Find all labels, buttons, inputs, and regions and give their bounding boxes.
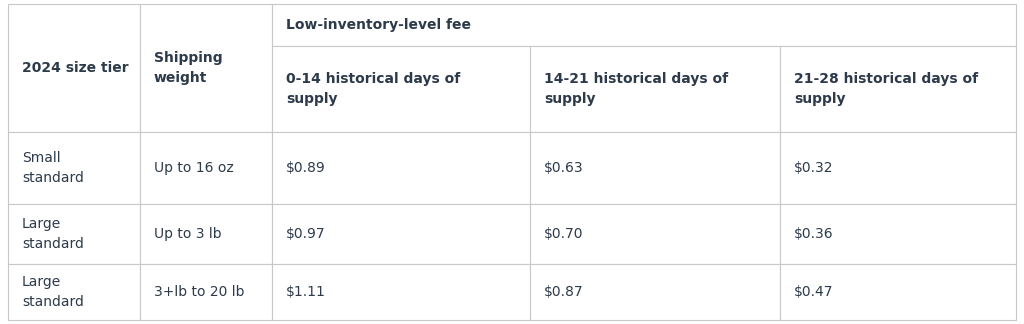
Text: Low-inventory-level fee: Low-inventory-level fee: [286, 18, 471, 32]
Bar: [140, 132, 272, 204]
Text: 14-21 historical days of
supply: 14-21 historical days of supply: [544, 72, 728, 106]
Bar: [780, 264, 1016, 320]
Text: $0.63: $0.63: [544, 161, 584, 175]
Bar: [780, 132, 1016, 204]
Bar: [8, 204, 140, 264]
Bar: [530, 204, 780, 264]
Text: Large
standard: Large standard: [22, 275, 84, 309]
Bar: [272, 46, 530, 132]
Text: $0.97: $0.97: [286, 227, 326, 241]
Bar: [530, 132, 780, 204]
Bar: [272, 204, 530, 264]
Text: Up to 3 lb: Up to 3 lb: [154, 227, 221, 241]
Text: $0.70: $0.70: [544, 227, 584, 241]
Bar: [140, 4, 272, 132]
Text: Up to 16 oz: Up to 16 oz: [154, 161, 233, 175]
Bar: [8, 4, 140, 132]
Bar: [530, 264, 780, 320]
Bar: [530, 46, 780, 132]
Bar: [140, 204, 272, 264]
Text: 21-28 historical days of
supply: 21-28 historical days of supply: [794, 72, 978, 106]
Text: $0.87: $0.87: [544, 285, 584, 299]
Bar: [780, 204, 1016, 264]
Bar: [140, 264, 272, 320]
Bar: [780, 46, 1016, 132]
Text: $0.32: $0.32: [794, 161, 834, 175]
Text: Large
standard: Large standard: [22, 217, 84, 251]
Bar: [8, 132, 140, 204]
Text: Small
standard: Small standard: [22, 151, 84, 185]
Bar: [272, 4, 1016, 46]
Text: $0.36: $0.36: [794, 227, 834, 241]
Text: 3+lb to 20 lb: 3+lb to 20 lb: [154, 285, 245, 299]
Bar: [272, 264, 530, 320]
Bar: [272, 132, 530, 204]
Text: 0-14 historical days of
supply: 0-14 historical days of supply: [286, 72, 460, 106]
Text: $0.89: $0.89: [286, 161, 326, 175]
Text: $0.47: $0.47: [794, 285, 834, 299]
Text: 2024 size tier: 2024 size tier: [22, 61, 129, 75]
Bar: [8, 264, 140, 320]
Text: Shipping
weight: Shipping weight: [154, 51, 222, 85]
Text: $1.11: $1.11: [286, 285, 326, 299]
